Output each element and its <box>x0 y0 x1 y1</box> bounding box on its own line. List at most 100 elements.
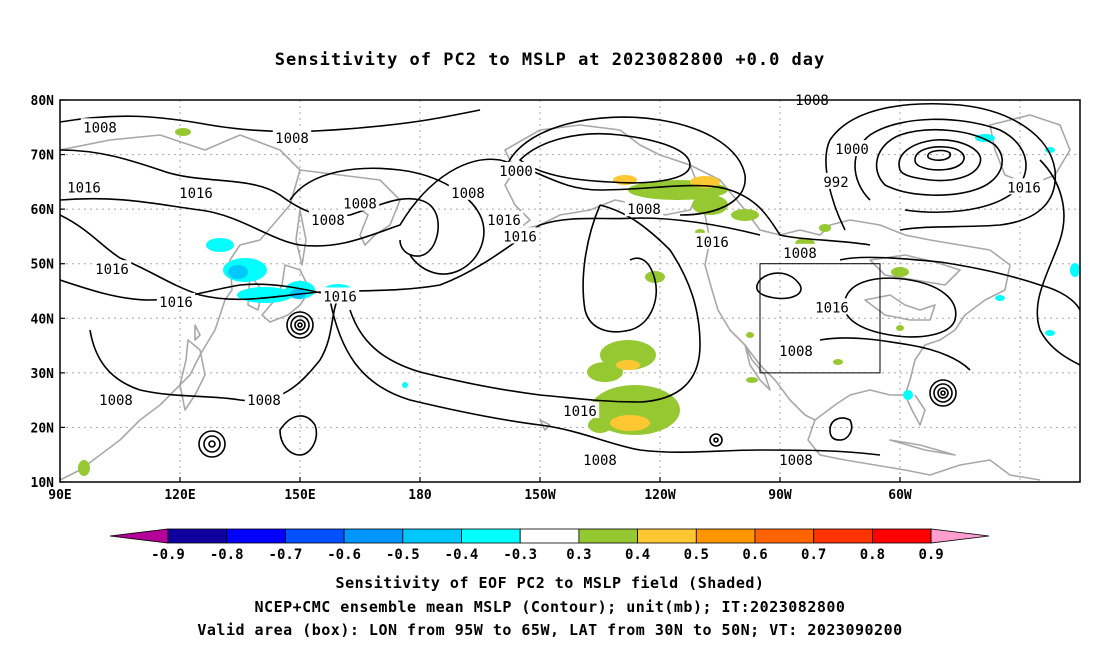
isobar <box>89 294 341 402</box>
contour-label: 1016 <box>179 186 213 202</box>
lat-label: 70N <box>31 149 55 164</box>
isobar <box>279 415 318 456</box>
contour-label-bg <box>244 391 284 408</box>
colorbar-label: -0.9 <box>151 547 185 563</box>
contour-label: 1008 <box>83 120 117 136</box>
lat-label: 60N <box>31 203 55 218</box>
coast-great-lakes <box>864 294 936 321</box>
shade-blob <box>616 360 640 370</box>
contour-label-bg <box>500 227 540 244</box>
colorbar-label: 0.5 <box>684 547 709 563</box>
colorbar-label: 0.7 <box>801 547 826 563</box>
colorbar-label: 0.4 <box>625 547 650 563</box>
colorbar-swatch <box>872 528 932 544</box>
shade-blob <box>1070 263 1080 277</box>
colorbar-swatch <box>343 528 404 544</box>
shade-blob <box>78 460 90 476</box>
caption-shading: Sensitivity of EOF PC2 to MSLP field (Sh… <box>335 574 765 592</box>
coast-west-us <box>699 189 816 421</box>
colorbar: -0.9 -0.8 -0.7 -0.6 -0.5 -0.4 -0.3 0.3 0.4 0.5 0.6… <box>109 528 990 563</box>
isobar <box>875 129 1004 196</box>
isobar <box>825 102 1057 231</box>
isobar <box>504 116 746 216</box>
colorbar-triangle-right <box>930 528 990 544</box>
shade-blob <box>891 267 909 277</box>
shade-blob <box>975 134 995 142</box>
lon-label: 120E <box>164 488 195 503</box>
coast-cuba <box>889 439 956 456</box>
contour-label-bg <box>308 211 348 228</box>
lat-label: 50N <box>31 258 55 273</box>
contour-label: 1008 <box>275 131 309 147</box>
isobar <box>519 132 691 184</box>
contour-label: 1016 <box>695 235 729 251</box>
contour-label-bg <box>496 161 536 178</box>
map-frame <box>59 99 1081 483</box>
contour-label-bg <box>776 342 816 359</box>
contour-label: 1000 <box>499 164 533 180</box>
contour-label: 1016 <box>487 213 521 229</box>
contour-label-bg <box>1004 178 1044 195</box>
contour-label-bg <box>776 451 816 468</box>
coast-sakhalin <box>295 209 307 266</box>
valid-area-box <box>759 263 881 374</box>
colorbar-swatch <box>461 528 521 544</box>
contour-label: 1008 <box>247 393 281 409</box>
cyclone-rings-japan <box>286 311 314 339</box>
lat-label: 80N <box>31 94 55 109</box>
shade-blob <box>692 195 728 215</box>
contour-label: 992 <box>823 175 848 191</box>
contour-label-bg <box>780 243 820 260</box>
contour-label-bg <box>176 183 216 200</box>
shade-green-regions <box>78 128 909 476</box>
caption-contour: NCEP+CMC ensemble mean MSLP (Contour); u… <box>254 598 846 616</box>
shade-blob <box>587 362 623 382</box>
lat-label: 20N <box>31 421 55 436</box>
coast-hudson <box>869 254 961 286</box>
colorbar-label: -0.8 <box>210 547 244 563</box>
cyclone-rings-pacific <box>709 433 723 447</box>
contour-label-bg <box>792 91 832 107</box>
contour-label-bg <box>80 118 120 135</box>
isobar <box>60 109 481 133</box>
isobar <box>60 158 871 247</box>
colorbar-swatch <box>578 528 639 544</box>
contour-label-bg <box>156 292 196 309</box>
colorbar-label: -0.3 <box>503 547 537 563</box>
lon-label: 150E <box>284 488 315 503</box>
shade-blob <box>995 295 1005 301</box>
contour-label: 1000 <box>835 142 869 158</box>
contour-label: 1016 <box>159 295 193 311</box>
lon-label: 90E <box>48 488 71 503</box>
contour-label-bg <box>624 200 664 217</box>
lon-label: 90W <box>768 488 792 503</box>
shade-blob <box>206 238 234 252</box>
colorbar-swatch <box>754 528 815 544</box>
contour-label-bg <box>272 129 312 146</box>
shade-blob <box>819 224 831 232</box>
coast-greenland <box>989 114 1071 186</box>
contour-label: 1008 <box>627 202 661 218</box>
lat-label: 30N <box>31 367 55 382</box>
mslp-contours <box>60 102 1080 458</box>
contour-label-bg <box>96 391 136 408</box>
shade-blob <box>896 325 904 331</box>
shade-blob <box>228 265 248 279</box>
contour-label-bg <box>64 178 104 195</box>
colorbar-label: -0.4 <box>445 547 479 563</box>
contour-label: 1016 <box>503 229 537 245</box>
colorbar-triangle-left <box>109 528 169 544</box>
colorbar-swatch <box>695 528 756 544</box>
isobar <box>349 204 701 403</box>
isobar <box>60 214 761 301</box>
sensitivity-shading <box>78 128 1080 476</box>
coast-taiwan <box>194 324 201 341</box>
lon-label: 60W <box>888 488 912 503</box>
lon-label: 120W <box>644 488 675 503</box>
colorbar-swatch <box>637 528 697 544</box>
contour-label-bg <box>484 211 524 228</box>
shade-blob <box>610 415 650 431</box>
contour-label-bg <box>448 183 488 200</box>
shade-blob <box>903 390 913 400</box>
colorbar-swatch <box>402 528 462 544</box>
